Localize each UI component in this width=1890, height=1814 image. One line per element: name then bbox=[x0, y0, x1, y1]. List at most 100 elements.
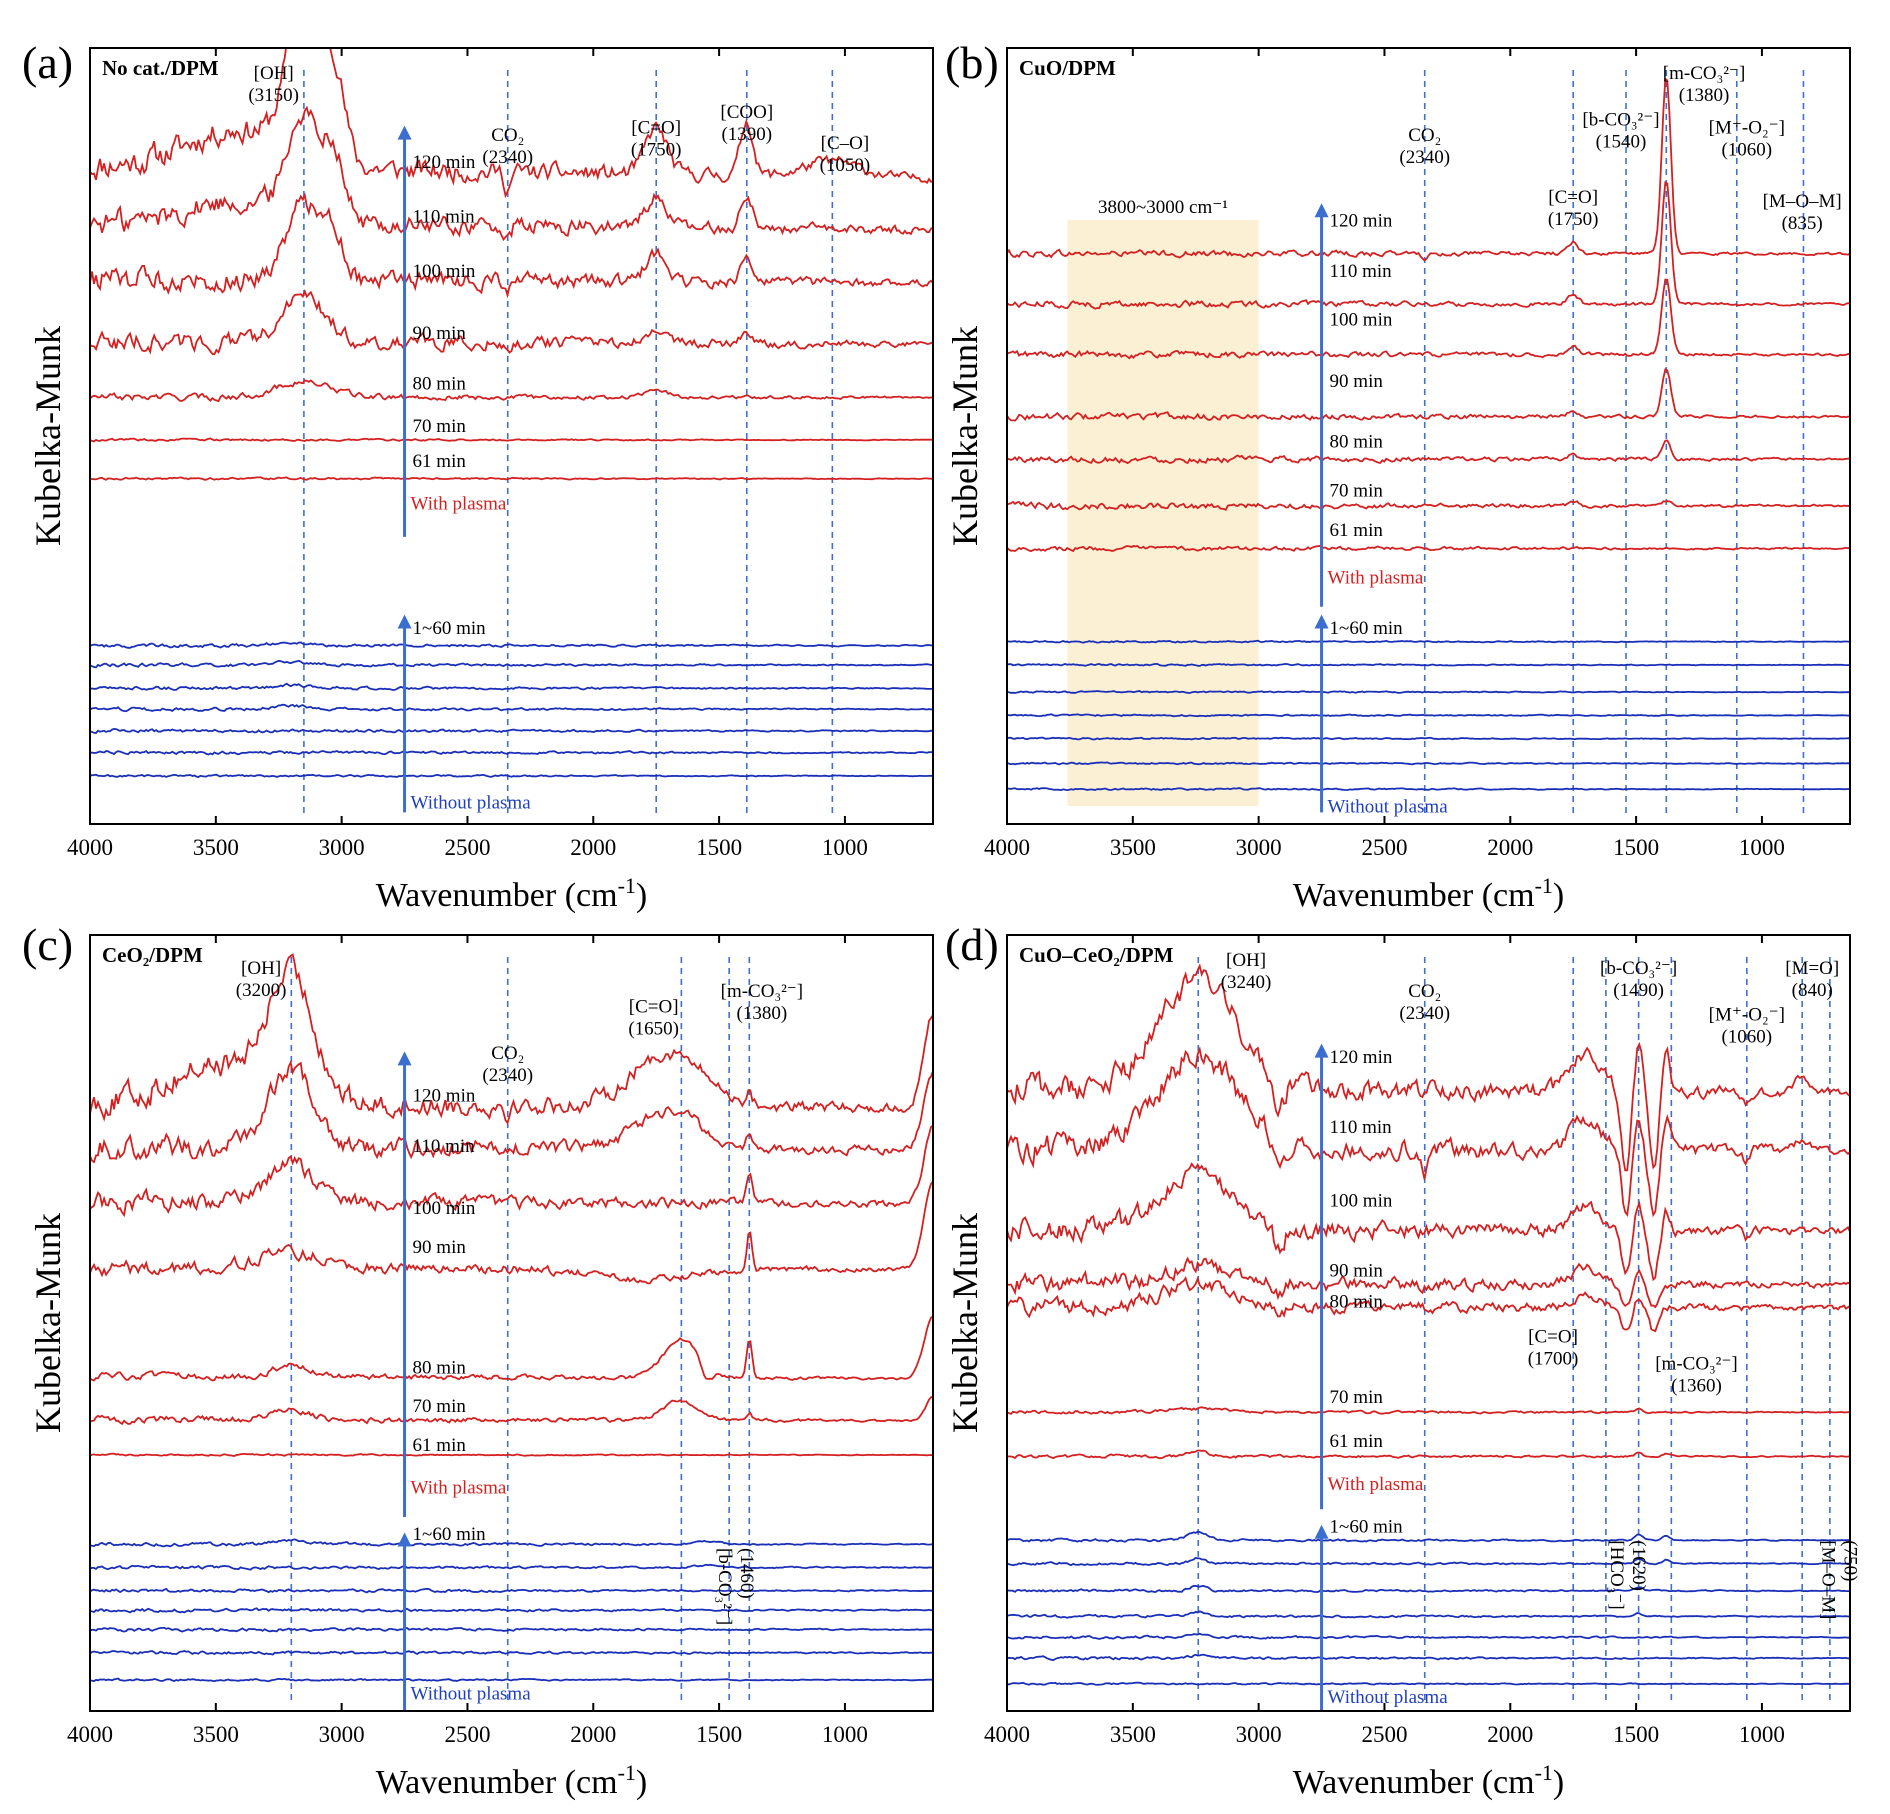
spectrum-line-80-min bbox=[90, 379, 933, 403]
peak-annotation: [COO] (1390) bbox=[720, 102, 773, 145]
chart-panel-d: 120 min 110 min 100 min 90 min 80 min 70 min 6… bbox=[945, 919, 1860, 1801]
peak-annotation-line: [C=O] bbox=[1528, 1326, 1578, 1347]
arrow-with-plasma-head bbox=[397, 125, 412, 140]
highlight-label: 3800~3000 cm⁻¹ bbox=[1098, 197, 1228, 218]
peak-annotation-line: (1060) bbox=[1721, 139, 1772, 160]
arrow-with-plasma-head bbox=[397, 1051, 412, 1066]
peak-annotation-line: [OH] bbox=[254, 63, 294, 84]
spectrum-line-100-min bbox=[1007, 1162, 1850, 1282]
spectrum-line-dark-9 bbox=[90, 682, 933, 691]
peak-annotation: [C=O] (1750) bbox=[631, 117, 682, 160]
x-axis-title: Wavenumber (cm-1) bbox=[376, 873, 647, 914]
x-axis-title-main: Wavenumber (cm bbox=[1293, 877, 1535, 914]
x-tick-label: 1000 bbox=[822, 835, 868, 860]
peak-annotation-line: [COO] bbox=[720, 102, 773, 123]
peak-annotation: [OH] (3150) bbox=[248, 63, 299, 106]
peak-annotation-line: (1360) bbox=[1671, 1376, 1722, 1397]
peak-annotation-line: (1750) bbox=[631, 139, 682, 160]
peak-annotation-line: [M⁺-O₂⁻] bbox=[1709, 1004, 1785, 1025]
with-plasma-label: With plasma bbox=[1328, 1474, 1424, 1495]
peak-annotation-line: CO₂ bbox=[1408, 125, 1441, 146]
peak-annotation-line: (1060) bbox=[1721, 1026, 1772, 1047]
spectrum-line-61-min bbox=[90, 1452, 933, 1457]
peak-annotation: CO₂ (2340) bbox=[482, 1043, 533, 1086]
panel-title: CuO–CeO₂/DPM bbox=[1019, 943, 1174, 967]
peak-annotation-line: (3200) bbox=[236, 980, 287, 1001]
x-tick-label: 2000 bbox=[570, 1722, 616, 1747]
spectrum-line-110-min bbox=[1007, 180, 1850, 310]
peak-annotation-line: (2340) bbox=[482, 147, 533, 168]
spectrum-line-dark-11 bbox=[90, 727, 933, 734]
panel-letter: (a) bbox=[22, 37, 73, 88]
peak-annotation-line: CO₂ bbox=[1408, 981, 1441, 1002]
peak-annotation-line: (1650) bbox=[628, 1019, 679, 1040]
x-tick-label: 1500 bbox=[696, 835, 742, 860]
spectrum-line-120-min bbox=[1007, 77, 1850, 262]
chart-panel-c: 120 min 110 min 100 min 90 min 80 min 70 min 6… bbox=[22, 919, 934, 1801]
spectrum-line-110-min bbox=[90, 1059, 933, 1164]
x-axis-title-sup: -1 bbox=[618, 1760, 636, 1785]
peak-annotation: [C=O] (1650) bbox=[628, 997, 679, 1040]
with-plasma-label: With plasma bbox=[411, 1478, 507, 1499]
spectrum-line-100-min bbox=[1007, 278, 1850, 360]
panel-letter: (b) bbox=[945, 37, 999, 88]
peak-annotation-line: [m-CO₃²⁻] bbox=[1655, 1354, 1738, 1375]
spectrum-line-dark-11 bbox=[1007, 1632, 1850, 1640]
peak-annotation: CO₂ (2340) bbox=[1399, 981, 1450, 1024]
spectrum-line-90-min bbox=[90, 289, 933, 356]
x-axis-title-close: ) bbox=[1553, 1764, 1564, 1801]
spectrum-line-90-min bbox=[90, 1180, 933, 1285]
spectrum-line-dark-9 bbox=[1007, 1584, 1850, 1594]
x-tick-label: 1500 bbox=[1613, 835, 1659, 860]
spectrum-line-dark-8 bbox=[90, 1563, 933, 1571]
x-tick-label: 1500 bbox=[696, 1722, 742, 1747]
spectrum-line-61-min bbox=[1007, 1449, 1850, 1460]
spectrum-line-110-min bbox=[1007, 1046, 1850, 1218]
x-axis-title-sup: -1 bbox=[1535, 1760, 1553, 1785]
chart-panel-a: 120 min 110 min 100 min 90 min 80 min 70 min 6… bbox=[22, 37, 934, 914]
time-label-100-min: 100 min bbox=[1330, 310, 1393, 331]
y-axis-title: Kubelka-Munk bbox=[28, 326, 68, 546]
x-tick-label: 1000 bbox=[822, 1722, 868, 1747]
x-tick-label: 2000 bbox=[1487, 1722, 1533, 1747]
spectrum-line-dark-10 bbox=[90, 1607, 933, 1614]
peak-annotation-line: [C=O] bbox=[629, 997, 679, 1018]
spectrum-line-without-plasma bbox=[1007, 787, 1850, 792]
time-label-110-min: 110 min bbox=[1330, 261, 1393, 282]
panel-letter: (c) bbox=[22, 919, 73, 970]
time-label-70-min: 70 min bbox=[413, 1396, 467, 1417]
peak-annotation-line: [b-CO₃²⁻] bbox=[1600, 958, 1677, 979]
spectrum-line-dark-12 bbox=[1007, 1653, 1850, 1662]
x-axis-title-close: ) bbox=[636, 877, 647, 914]
spectrum-line-1-60-min bbox=[1007, 639, 1850, 644]
plot-frame bbox=[1006, 934, 1851, 1712]
peak-annotation-line: [m-CO₃²⁻] bbox=[1663, 63, 1746, 84]
time-label-61-min: 61 min bbox=[413, 451, 467, 472]
x-tick-label: 2500 bbox=[1361, 1722, 1407, 1747]
spectrum-line-1-60-min bbox=[90, 1538, 933, 1548]
spectrum-line-1-60-min bbox=[90, 641, 933, 649]
peak-annotation-line: (1540) bbox=[1596, 132, 1647, 153]
time-label-110-min: 110 min bbox=[413, 206, 476, 227]
arrow-with-plasma-head bbox=[1314, 1043, 1329, 1058]
peak-annotation-line: (2340) bbox=[1399, 1003, 1450, 1024]
time-label-61-min: 61 min bbox=[1330, 1431, 1384, 1452]
x-tick-label: 1000 bbox=[1739, 1722, 1785, 1747]
time-label-1-60-min: 1~60 min bbox=[1330, 618, 1404, 639]
peak-annotation: [b-CO₃²⁻] (1540) bbox=[1582, 110, 1659, 153]
x-tick-label: 2500 bbox=[444, 1722, 490, 1747]
peak-annotation-line: [C=O] bbox=[631, 117, 681, 138]
time-label-70-min: 70 min bbox=[1330, 480, 1384, 501]
x-tick-label: 4000 bbox=[984, 1722, 1030, 1747]
x-tick-label: 2500 bbox=[444, 835, 490, 860]
time-label-80-min: 80 min bbox=[1330, 1291, 1384, 1312]
peak-annotation-line: (1750) bbox=[1548, 209, 1599, 230]
arrow-without-plasma-head bbox=[397, 614, 412, 629]
x-tick-label: 2500 bbox=[1361, 835, 1407, 860]
spectrum-line-70-min bbox=[90, 437, 933, 443]
peak-annotation-line: CO₂ bbox=[491, 125, 524, 146]
peak-annotation: [m-CO₃²⁻] (1380) bbox=[721, 981, 804, 1024]
peak-annotation-line: [M=O] bbox=[1785, 958, 1839, 979]
peak-annotation: [m-CO₃²⁻] (1360) bbox=[1655, 1354, 1738, 1397]
